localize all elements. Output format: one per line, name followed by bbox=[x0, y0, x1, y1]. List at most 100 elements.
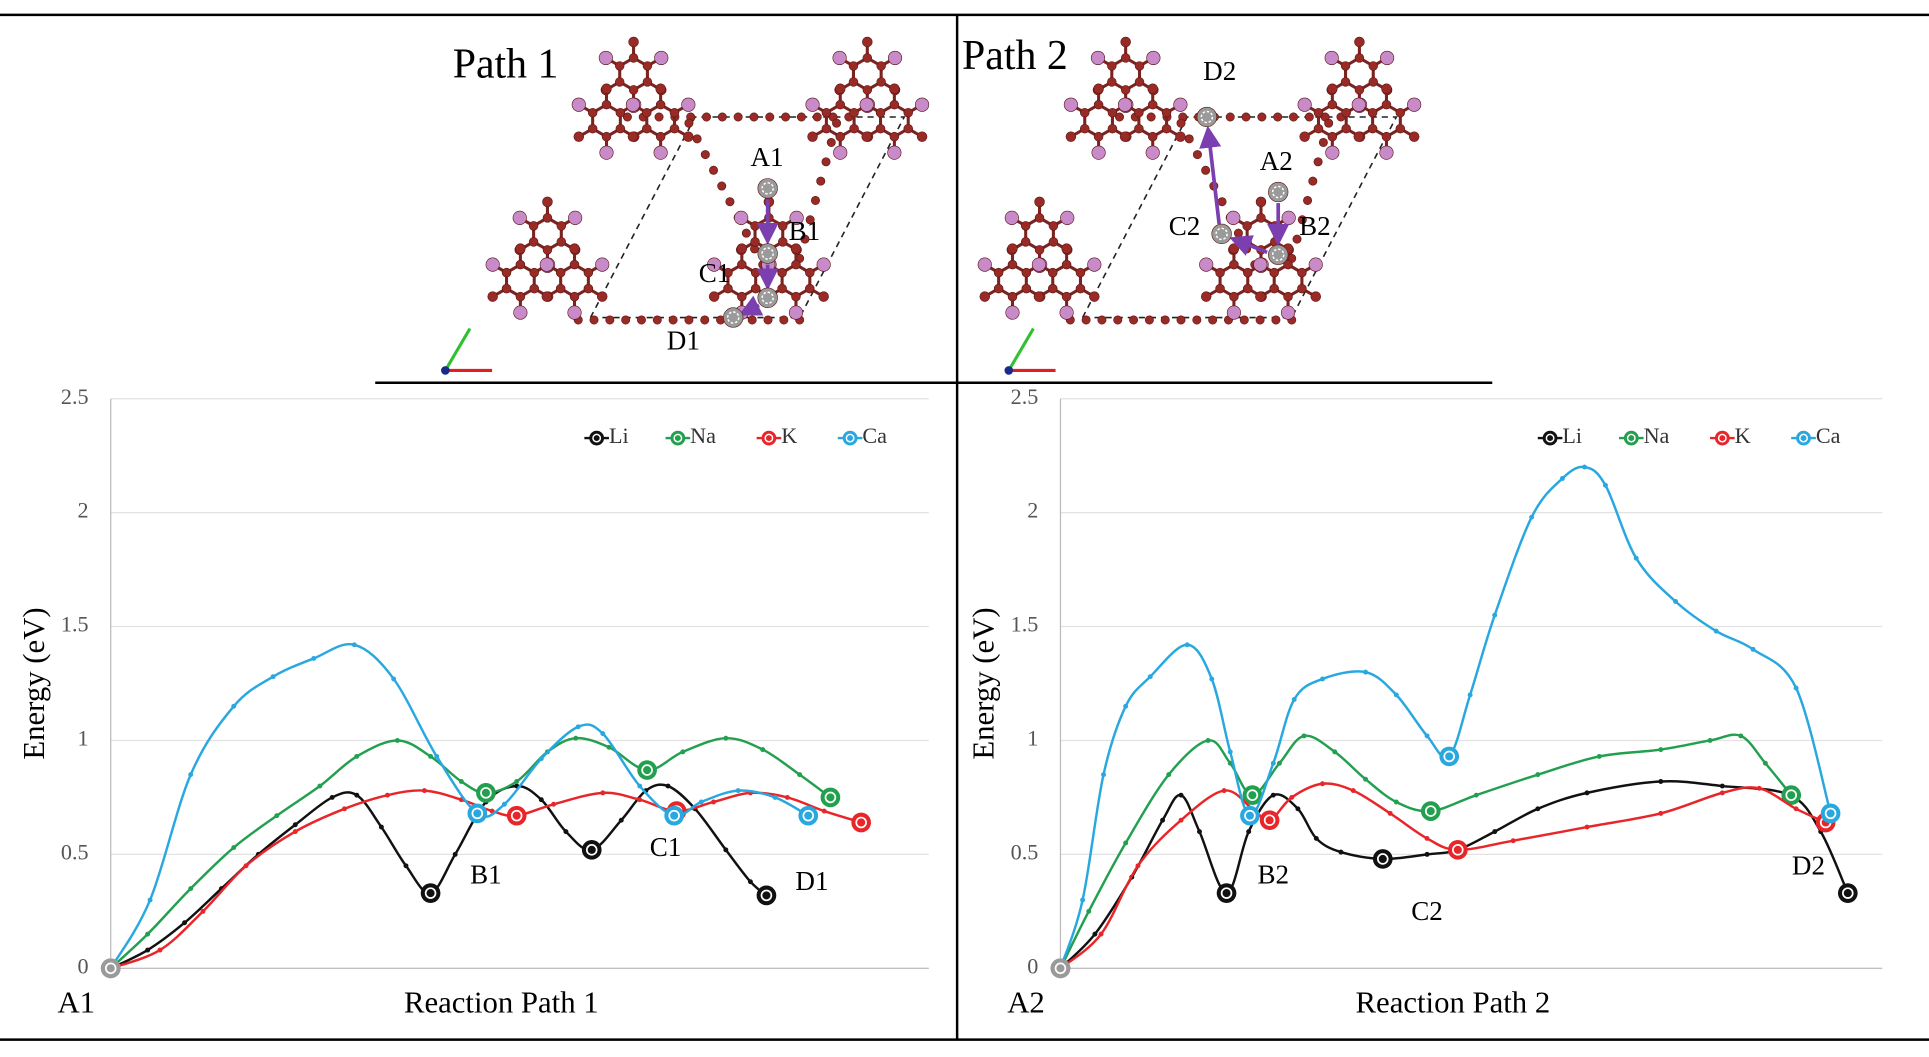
atom bbox=[1146, 112, 1156, 122]
atom bbox=[654, 112, 664, 122]
point bbox=[354, 753, 360, 759]
atom bbox=[542, 196, 553, 208]
state-point bbox=[798, 805, 819, 826]
state-point bbox=[1240, 805, 1260, 826]
atom bbox=[816, 176, 826, 186]
atom bbox=[1283, 259, 1293, 270]
point bbox=[1270, 760, 1276, 766]
point bbox=[354, 792, 360, 798]
atom bbox=[861, 131, 872, 142]
atom bbox=[1229, 291, 1239, 302]
state-point bbox=[756, 885, 777, 906]
axis-arrow bbox=[1007, 327, 1035, 372]
atom bbox=[601, 131, 612, 142]
point bbox=[421, 788, 427, 794]
site-label: D2 bbox=[1203, 56, 1236, 86]
atom bbox=[1034, 196, 1045, 208]
point bbox=[1178, 817, 1184, 823]
atom bbox=[1297, 97, 1312, 112]
atom bbox=[1134, 107, 1144, 118]
point bbox=[1101, 772, 1106, 778]
atom bbox=[515, 243, 526, 254]
structure-title: Path 2 bbox=[962, 33, 1068, 79]
point bbox=[665, 783, 671, 789]
atom bbox=[668, 315, 678, 325]
site-label: A2 bbox=[1260, 146, 1293, 176]
point bbox=[1584, 824, 1590, 830]
state-point bbox=[506, 805, 527, 826]
point bbox=[1510, 838, 1516, 844]
atom bbox=[725, 197, 735, 207]
atom bbox=[1134, 123, 1144, 134]
site-label: C2 bbox=[1169, 211, 1201, 241]
atom bbox=[669, 107, 680, 118]
x-axis-title: Reaction Path 2 bbox=[1356, 985, 1551, 1019]
atom bbox=[1120, 36, 1131, 48]
atom bbox=[652, 315, 662, 325]
atom bbox=[622, 112, 632, 122]
point bbox=[1209, 676, 1215, 682]
atom bbox=[636, 315, 646, 325]
point bbox=[1658, 810, 1664, 816]
atom bbox=[556, 221, 567, 231]
annotation: C2 bbox=[1411, 896, 1443, 926]
series-line bbox=[1059, 733, 1793, 969]
atom bbox=[1381, 99, 1392, 110]
atom bbox=[1354, 36, 1365, 48]
atom bbox=[733, 112, 743, 122]
atom bbox=[485, 257, 500, 272]
state-ring bbox=[760, 889, 773, 902]
atom bbox=[849, 123, 859, 134]
axis-origin bbox=[441, 366, 450, 375]
point bbox=[1178, 792, 1184, 798]
point bbox=[1227, 760, 1233, 766]
point bbox=[797, 772, 803, 778]
atom bbox=[1134, 77, 1145, 87]
atom bbox=[789, 210, 804, 225]
atom bbox=[569, 291, 580, 302]
state-point bbox=[664, 805, 685, 826]
point bbox=[391, 676, 397, 682]
y-tick-label: 0.5 bbox=[61, 839, 89, 864]
point bbox=[1338, 849, 1344, 855]
atom bbox=[1353, 131, 1364, 142]
atom bbox=[683, 131, 694, 142]
point bbox=[1086, 908, 1092, 914]
atom bbox=[778, 221, 788, 231]
point bbox=[1289, 794, 1295, 800]
legend-ring bbox=[1799, 433, 1808, 443]
point bbox=[147, 897, 153, 903]
atom bbox=[1004, 210, 1019, 225]
atom bbox=[1367, 123, 1378, 134]
point bbox=[821, 808, 827, 814]
atom bbox=[915, 97, 930, 112]
atom bbox=[1091, 145, 1106, 160]
point bbox=[1762, 760, 1768, 766]
point bbox=[1332, 749, 1338, 755]
atom bbox=[1120, 53, 1131, 63]
state-point bbox=[476, 783, 496, 803]
atom bbox=[515, 291, 526, 302]
point bbox=[1393, 692, 1399, 698]
atom bbox=[539, 257, 554, 272]
atom bbox=[1200, 291, 1212, 302]
y-tick-label: 2 bbox=[78, 498, 89, 523]
atom bbox=[1269, 267, 1279, 278]
atom bbox=[1368, 77, 1378, 87]
atom bbox=[1107, 123, 1118, 134]
point bbox=[573, 735, 579, 741]
atom bbox=[1324, 118, 1334, 128]
point bbox=[1424, 733, 1430, 739]
atom bbox=[1228, 243, 1240, 254]
atom bbox=[595, 257, 610, 272]
atom bbox=[1093, 83, 1104, 94]
point bbox=[385, 792, 390, 798]
atom bbox=[1060, 210, 1075, 225]
y-tick-label: 1 bbox=[78, 726, 89, 751]
atom bbox=[1255, 291, 1266, 302]
atom bbox=[1115, 112, 1124, 122]
point bbox=[784, 794, 790, 800]
atom bbox=[876, 77, 886, 87]
